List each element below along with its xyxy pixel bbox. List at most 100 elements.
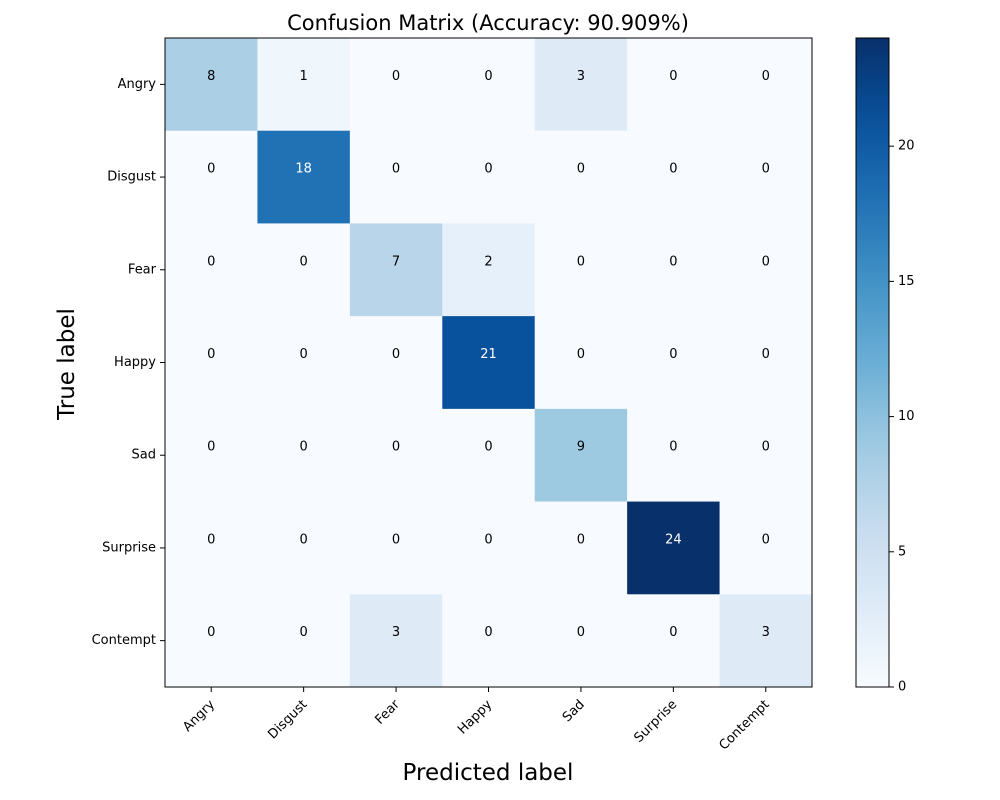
cell-value-label: 0 <box>207 162 215 177</box>
x-axis-title: Predicted label <box>403 760 574 786</box>
heatmap-cell <box>257 501 351 595</box>
heatmap-cell <box>165 594 258 688</box>
cell-value-label: 0 <box>577 347 585 362</box>
x-tick-label: Fear <box>372 697 403 728</box>
heatmap-cell <box>165 130 258 224</box>
heatmap-cell <box>349 316 443 410</box>
cell-value-label: 9 <box>577 440 585 455</box>
cell-value-label: 0 <box>669 69 677 84</box>
y-tick-label: Surprise <box>102 540 156 555</box>
cell-value-label: 0 <box>392 532 400 547</box>
cell-value-label: 0 <box>669 625 677 640</box>
cell-value-label: 0 <box>300 532 308 547</box>
heatmap-cell <box>349 130 443 224</box>
heatmap-cell <box>534 130 628 224</box>
x-tick-label: Disgust <box>265 697 310 742</box>
heatmap-cell <box>257 223 351 317</box>
heatmap-cell <box>719 408 813 503</box>
cell-value-label: 0 <box>762 440 770 455</box>
cell-value-label: 0 <box>300 347 308 362</box>
cell-value-label: 8 <box>207 69 215 84</box>
colorbar-gradient <box>856 38 889 687</box>
cell-value-label: 0 <box>392 440 400 455</box>
heatmap-cell <box>534 223 628 317</box>
heatmap-cell <box>257 594 351 688</box>
y-tick-label: Fear <box>128 262 157 277</box>
heatmap-cell <box>534 594 628 688</box>
cell-value-label: 0 <box>484 69 492 84</box>
x-tick-label: Contempt <box>716 697 772 753</box>
heatmap-cell <box>442 38 536 132</box>
y-axis-ticks: Angry Disgust Fear Happy Sad Surprise Contempt <box>92 77 165 648</box>
heatmap-cell <box>257 408 351 503</box>
heatmap-cell <box>719 130 813 224</box>
heatmap-cell <box>719 594 813 688</box>
heatmap-cell <box>442 130 536 224</box>
heatmap-cell <box>534 501 628 595</box>
heatmap-cell <box>349 501 443 595</box>
y-tick-label: Angry <box>118 77 157 92</box>
colorbar-tick-label: 20 <box>898 139 915 154</box>
heatmap-cell <box>719 223 813 317</box>
x-tick-label: Angry <box>180 697 218 735</box>
cell-value-label: 21 <box>480 347 497 362</box>
heatmap-cell <box>165 38 258 132</box>
x-tick-label: Surprise <box>632 697 681 746</box>
cell-value-label: 0 <box>207 347 215 362</box>
cell-value-label: 0 <box>577 532 585 547</box>
heatmap-cell <box>534 316 628 410</box>
cell-value-label: 0 <box>300 625 308 640</box>
cell-value-label: 0 <box>484 440 492 455</box>
cell-value-label: 0 <box>762 347 770 362</box>
heatmap-cell <box>719 316 813 410</box>
cell-value-label: 0 <box>207 625 215 640</box>
cell-value-label: 0 <box>762 162 770 177</box>
colorbar-tick-label: 15 <box>898 274 915 289</box>
cell-value-label: 0 <box>762 69 770 84</box>
heatmap-cell <box>627 223 721 317</box>
cell-value-label: 0 <box>577 254 585 269</box>
cell-value-label: 3 <box>392 625 400 640</box>
cell-value-label: 0 <box>207 440 215 455</box>
heatmap-cell <box>349 38 443 132</box>
x-tick-label: Sad <box>560 697 588 725</box>
heatmap-cell <box>257 38 351 132</box>
cell-value-label: 0 <box>207 254 215 269</box>
cell-value-label: 3 <box>762 625 770 640</box>
cell-value-label: 0 <box>392 69 400 84</box>
y-tick-label: Contempt <box>92 633 156 648</box>
heatmap-cell <box>442 594 536 688</box>
heatmap-cell <box>349 223 443 317</box>
heatmap-cell <box>719 38 813 132</box>
heatmap-cell <box>534 408 628 503</box>
y-tick-label: Sad <box>132 448 156 463</box>
cell-value-label: 18 <box>295 162 312 177</box>
heatmap-cell <box>165 501 258 595</box>
cell-value-label: 0 <box>577 162 585 177</box>
colorbar-tick-label: 0 <box>898 680 906 695</box>
heatmap-cell <box>257 130 351 224</box>
y-tick-label: Happy <box>114 355 156 370</box>
heatmap-cell <box>627 501 721 595</box>
heatmap-cell <box>349 408 443 503</box>
colorbar-tick-label: 10 <box>898 409 915 424</box>
y-axis-title: True label <box>54 308 80 421</box>
heatmap-cell <box>442 501 536 595</box>
cell-value-label: 0 <box>762 532 770 547</box>
cell-value-label: 2 <box>484 254 492 269</box>
cell-value-label: 0 <box>669 440 677 455</box>
heatmap-cell <box>257 316 351 410</box>
y-tick-label: Disgust <box>107 170 156 185</box>
cell-value-label: 0 <box>577 625 585 640</box>
heatmap-cell <box>165 223 258 317</box>
heatmap-cell <box>627 316 721 410</box>
heatmap-cell <box>442 408 536 503</box>
heatmap-cell-labels: 8 1 0 0 3 0 0 0 18 0 0 0 0 0 0 0 7 2 0 0 0 0 0 0 21 0 0 0 0 0 0 0 9 0 0 0 0 0… <box>207 69 770 640</box>
cell-value-label: 0 <box>669 162 677 177</box>
cell-value-label: 7 <box>392 254 400 269</box>
colorbar-frame <box>855 37 890 688</box>
cell-value-label: 0 <box>484 532 492 547</box>
cell-value-label: 3 <box>577 69 585 84</box>
x-tick-label: Happy <box>455 697 495 737</box>
